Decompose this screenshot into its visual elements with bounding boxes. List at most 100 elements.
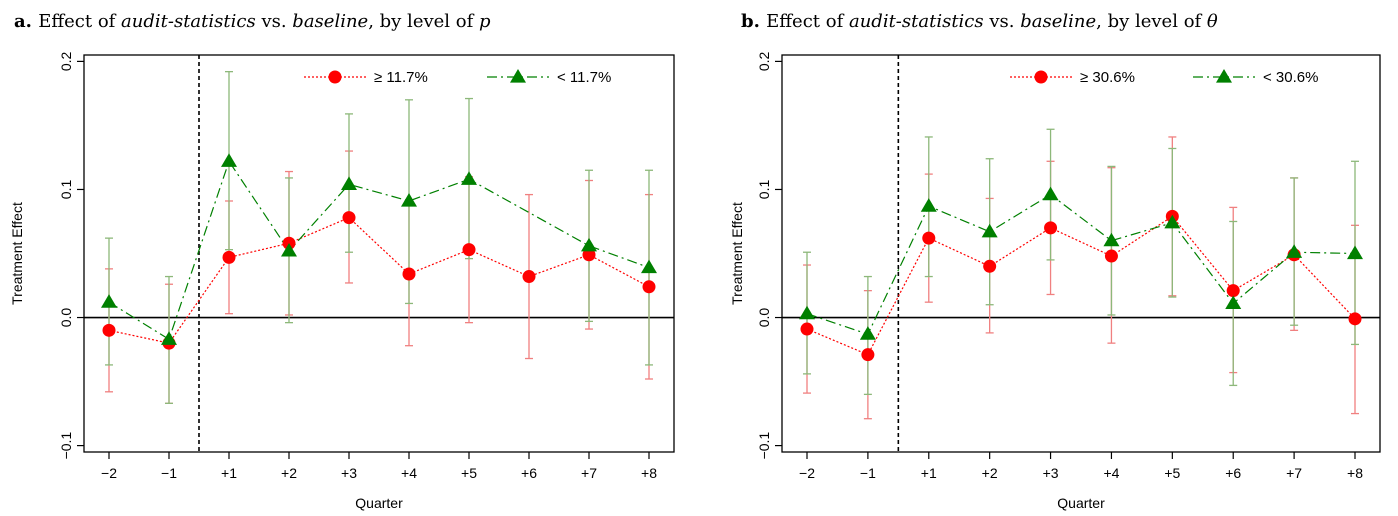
- data-point: [102, 323, 116, 337]
- title-part: θ: [1207, 11, 1218, 32]
- title-part: audit-statistics: [849, 11, 984, 32]
- legend-label: ≥ 11.7%: [374, 69, 428, 86]
- y-tick-label: 0.1: [58, 180, 74, 200]
- x-tick-label: +2: [281, 465, 297, 481]
- data-point: [983, 259, 997, 273]
- plot-frame: [83, 54, 675, 453]
- x-tick-label: +4: [1103, 465, 1119, 481]
- data-point: [981, 223, 998, 238]
- x-tick-label: +3: [1043, 465, 1059, 481]
- x-tick-label: −1: [161, 465, 177, 481]
- panel-title: b. Effect of audit-statistics vs. baseli…: [741, 11, 1218, 32]
- panel-b: b. Effect of audit-statistics vs. baseli…: [729, 11, 1381, 511]
- legend-marker: [328, 70, 342, 84]
- data-point: [1225, 295, 1242, 310]
- legend-marker: [510, 69, 526, 83]
- x-tick-label: +6: [521, 465, 537, 481]
- x-tick-label: +2: [982, 465, 998, 481]
- title-part: , by level of: [1096, 11, 1207, 32]
- data-point: [161, 331, 177, 345]
- x-tick-label: +7: [1286, 465, 1302, 481]
- legend-label: < 30.6%: [1263, 69, 1318, 86]
- data-point: [221, 153, 237, 167]
- y-tick-label: 0.2: [58, 51, 74, 71]
- x-tick-label: +7: [581, 465, 597, 481]
- data-point: [642, 280, 656, 294]
- legend-marker: [1034, 70, 1048, 84]
- y-tick-label: −0.1: [756, 432, 772, 460]
- data-point: [1286, 244, 1303, 258]
- series-line: [108, 159, 650, 341]
- panel-a: a. Effect of audit-statistics vs. baseli…: [9, 11, 675, 511]
- panel-title: a. Effect of audit-statistics vs. baseli…: [14, 11, 491, 32]
- title-part: p: [479, 11, 491, 32]
- x-tick-label: +8: [641, 465, 657, 481]
- panel-label: b.: [741, 11, 766, 32]
- y-tick-label: 0.0: [756, 308, 772, 328]
- y-tick-label: −0.1: [58, 432, 74, 460]
- x-axis-label: Quarter: [355, 495, 403, 511]
- data-point: [581, 237, 597, 252]
- data-point: [922, 231, 936, 245]
- data-point: [1164, 214, 1181, 229]
- legend-label: ≥ 30.6%: [1080, 69, 1135, 86]
- x-tick-label: −1: [860, 465, 876, 481]
- data-point: [222, 250, 236, 264]
- data-point: [1104, 249, 1118, 263]
- x-tick-label: +3: [341, 465, 357, 481]
- data-point: [1348, 312, 1362, 326]
- series-line: [806, 215, 1356, 356]
- data-point: [341, 176, 357, 190]
- data-point: [1347, 245, 1363, 260]
- title-part: vs.: [984, 11, 1021, 32]
- series-line: [108, 216, 650, 344]
- data-point: [582, 248, 596, 262]
- data-point: [641, 259, 657, 274]
- x-tick-label: +6: [1225, 465, 1241, 481]
- data-point: [1044, 221, 1058, 235]
- data-point: [1042, 186, 1059, 201]
- title-part: baseline: [1020, 11, 1096, 32]
- data-point: [1103, 232, 1120, 247]
- legend-marker: [1216, 69, 1232, 83]
- data-point: [920, 198, 937, 212]
- data-point: [402, 267, 416, 281]
- title-part: audit-statistics: [121, 11, 256, 32]
- x-tick-label: +8: [1347, 465, 1363, 481]
- x-tick-label: +5: [461, 465, 477, 481]
- title-part: baseline: [292, 11, 368, 32]
- x-tick-label: +5: [1164, 465, 1180, 481]
- data-point: [522, 270, 536, 284]
- y-tick-label: 0.0: [58, 308, 74, 328]
- y-tick-label: 0.2: [756, 51, 772, 71]
- y-axis-label: Treatment Effect: [9, 202, 25, 305]
- data-point: [342, 211, 356, 225]
- series-line: [806, 193, 1356, 335]
- title-part: Effect of: [38, 11, 121, 32]
- data-point: [859, 326, 876, 340]
- data-point: [101, 294, 117, 308]
- data-point: [861, 348, 875, 362]
- x-tick-label: +4: [401, 465, 417, 481]
- y-axis-label: Treatment Effect: [729, 202, 745, 305]
- y-tick-label: 0.1: [756, 180, 772, 200]
- x-axis-label: Quarter: [1057, 495, 1105, 511]
- x-tick-label: +1: [921, 465, 937, 481]
- title-part: Effect of: [766, 11, 849, 32]
- x-tick-label: −2: [799, 465, 815, 481]
- data-point: [281, 242, 297, 257]
- data-point: [800, 322, 814, 336]
- data-point: [1226, 284, 1240, 298]
- data-point: [461, 171, 477, 185]
- data-point: [799, 305, 815, 320]
- x-tick-label: −2: [101, 465, 117, 481]
- x-tick-label: +1: [221, 465, 237, 481]
- title-part: , by level of: [368, 11, 479, 32]
- data-point: [462, 243, 476, 257]
- plot-frame: [781, 54, 1381, 453]
- legend-label: < 11.7%: [557, 69, 611, 86]
- data-point: [401, 192, 417, 207]
- title-part: vs.: [256, 11, 293, 32]
- panel-label: a.: [14, 11, 38, 32]
